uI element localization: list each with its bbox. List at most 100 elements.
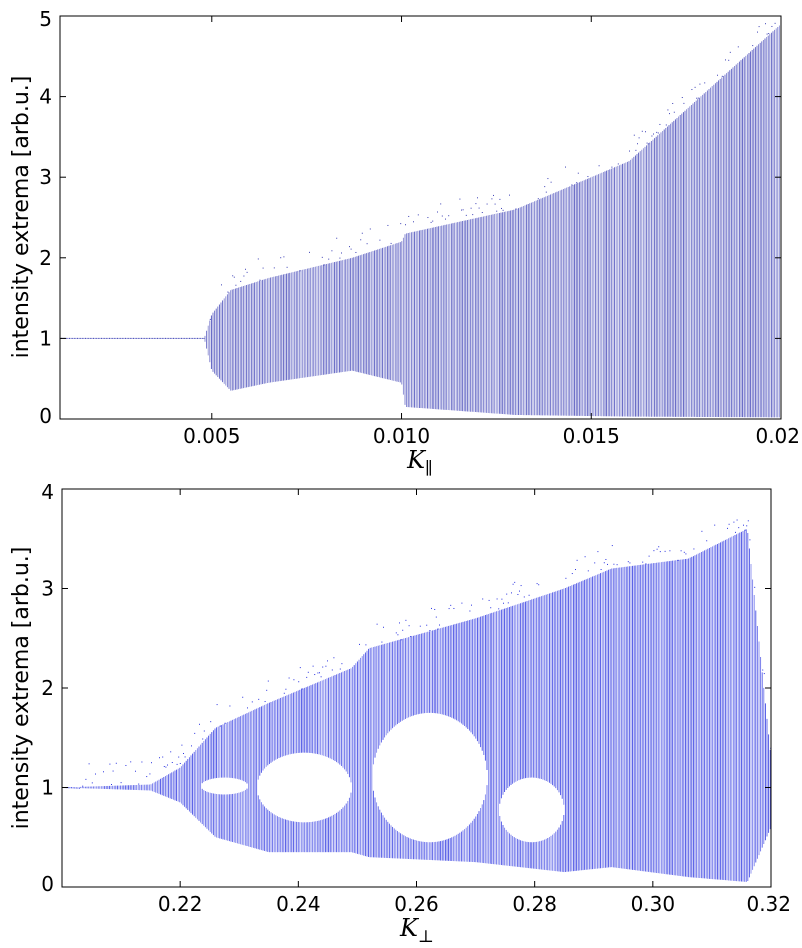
data-point	[729, 51, 731, 53]
data-point	[658, 546, 660, 548]
data-point	[336, 237, 338, 239]
data-point	[440, 203, 442, 205]
data-point	[402, 629, 404, 631]
data-point	[641, 130, 643, 132]
bottom-x-tick-label: 0.26	[394, 892, 439, 916]
data-point	[648, 555, 650, 557]
data-point	[224, 722, 226, 724]
data-point	[216, 704, 218, 706]
data-point	[738, 527, 740, 529]
data-point	[88, 763, 90, 765]
data-point	[267, 680, 269, 682]
data-point	[194, 732, 196, 734]
data-point	[432, 220, 434, 222]
bottom-x-tick-label: 0.30	[631, 892, 676, 916]
data-point	[359, 643, 360, 645]
data-point	[613, 563, 615, 565]
data-point	[627, 561, 629, 563]
data-point	[758, 26, 760, 28]
top-y-axis-label: intensity extrema [arb.u.]	[9, 76, 34, 359]
data-point	[259, 279, 261, 281]
data-point	[112, 770, 114, 772]
data-point	[399, 622, 400, 624]
data-point	[381, 641, 383, 643]
data-point	[611, 545, 613, 547]
data-point	[366, 243, 368, 245]
data-point	[178, 756, 180, 758]
data-point	[317, 672, 319, 674]
data-point	[341, 663, 343, 665]
data-point	[749, 539, 751, 541]
data-point	[523, 596, 525, 598]
data-point	[701, 530, 703, 532]
data-point	[571, 184, 573, 186]
data-point	[125, 764, 127, 766]
data-point	[339, 257, 341, 259]
data-point	[597, 551, 599, 553]
data-point	[325, 665, 327, 667]
data-point	[462, 209, 464, 211]
data-point	[657, 132, 659, 134]
data-point	[111, 784, 112, 786]
data-point	[376, 623, 378, 625]
data-point	[314, 674, 316, 676]
data-point	[453, 607, 455, 609]
data-point	[242, 696, 244, 698]
data-point	[481, 212, 483, 214]
data-point	[397, 634, 399, 636]
bottom-plot-area	[61, 488, 772, 888]
data-point	[594, 562, 596, 564]
top-y-tick-label: 3	[39, 165, 52, 189]
data-point	[434, 608, 436, 610]
data-point	[653, 133, 654, 135]
data-point	[246, 271, 248, 273]
data-point	[448, 608, 450, 610]
data-point	[395, 632, 397, 634]
data-point	[765, 23, 766, 25]
data-point	[637, 143, 638, 145]
data-point	[431, 607, 432, 609]
data-point	[693, 548, 695, 550]
data-point	[299, 270, 301, 272]
data-point	[322, 666, 324, 668]
data-point	[576, 182, 578, 184]
bottom-x-axis-label: K⊥	[399, 914, 434, 947]
data-point	[283, 256, 285, 258]
bottom-x-tick-label: 0.24	[276, 892, 321, 916]
data-point	[611, 166, 613, 168]
data-point	[728, 523, 730, 525]
data-point	[771, 25, 773, 27]
data-point	[587, 176, 589, 178]
bottom-y-ticks: 0 1 2 3 4	[41, 480, 771, 896]
data-point	[298, 681, 300, 683]
data-point	[746, 525, 748, 527]
data-point	[176, 763, 178, 765]
data-point	[733, 521, 735, 523]
data-point	[691, 89, 693, 91]
data-point	[465, 214, 467, 216]
data-point	[520, 585, 522, 587]
data-point	[512, 583, 514, 585]
top-plot-area	[59, 15, 782, 420]
data-point	[299, 667, 301, 669]
data-point	[514, 581, 516, 583]
data-point	[665, 124, 667, 126]
bottom-y-tick-label: 3	[41, 577, 54, 601]
data-point	[576, 559, 578, 561]
data-point	[441, 215, 443, 217]
top-x-label-subscript: ∥	[425, 459, 433, 479]
data-point	[210, 721, 212, 723]
data-point	[488, 599, 490, 601]
top-chart: 0.005 0.010 0.015 0.02 0 1 2 3 4 5 K∥ intensity …	[9, 7, 800, 479]
bottom-chart: 0.22 0.24 0.26 0.28 0.30 0.32 0 1 2 3 4 K⊥ intens…	[9, 480, 791, 947]
data-point	[629, 562, 631, 564]
data-point	[683, 102, 685, 104]
data-point	[496, 598, 498, 600]
data-point	[496, 210, 498, 212]
data-point	[437, 628, 439, 630]
data-point	[221, 284, 222, 286]
bottom-y-tick-label: 1	[41, 776, 54, 800]
data-point	[571, 573, 573, 575]
data-point	[477, 197, 478, 199]
data-point	[717, 74, 718, 76]
